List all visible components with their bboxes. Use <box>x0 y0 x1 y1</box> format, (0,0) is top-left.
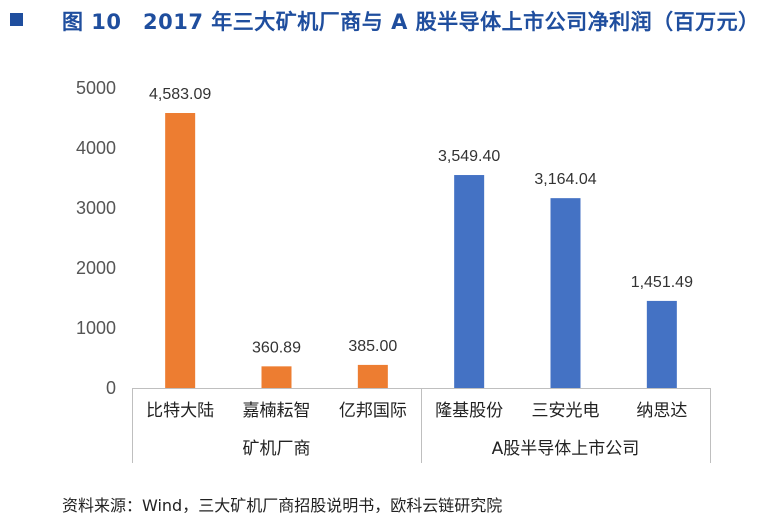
source-note: 资料来源：Wind，三大矿机厂商招股说明书，欧科云链研究院 <box>62 496 503 515</box>
data-label: 360.89 <box>252 339 301 356</box>
chart-title-block: 图 10 2017 年三大矿机厂商与 A 股半导体上市公司净利润（百万元） <box>10 2 759 42</box>
data-label: 3,164.04 <box>534 171 596 188</box>
chart-title: 图 10 2017 年三大矿机厂商与 A 股半导体上市公司净利润（百万元） <box>62 10 760 34</box>
data-label: 1,451.49 <box>631 274 693 291</box>
title-square-icon <box>10 13 23 26</box>
data-label: 3,549.40 <box>438 148 500 165</box>
y-tick-label: 0 <box>106 378 116 398</box>
x-tick-label: 三安光电 <box>532 401 600 421</box>
y-tick-label: 2000 <box>76 258 116 278</box>
y-tick-label: 1000 <box>76 318 116 338</box>
x-tick-label: 纳思达 <box>636 401 687 421</box>
x-tick-label: 嘉楠耘智 <box>243 401 311 421</box>
bar <box>165 113 196 389</box>
data-label: 4,583.09 <box>149 86 211 103</box>
bar <box>646 300 677 388</box>
bar <box>261 366 292 388</box>
bar <box>357 364 388 388</box>
y-tick-label: 3000 <box>76 198 116 218</box>
bar <box>550 198 581 388</box>
x-group-label: A股半导体上市公司 <box>492 439 640 459</box>
x-tick-label: 隆基股份 <box>435 401 503 421</box>
x-group-label: 矿机厂商 <box>243 439 311 459</box>
bar <box>454 175 485 388</box>
x-tick-label: 比特大陆 <box>146 401 214 421</box>
y-tick-label: 4000 <box>76 138 116 158</box>
x-tick-label: 亿邦国际 <box>339 401 407 421</box>
data-label: 385.00 <box>348 338 397 355</box>
y-tick-label: 5000 <box>76 78 116 98</box>
